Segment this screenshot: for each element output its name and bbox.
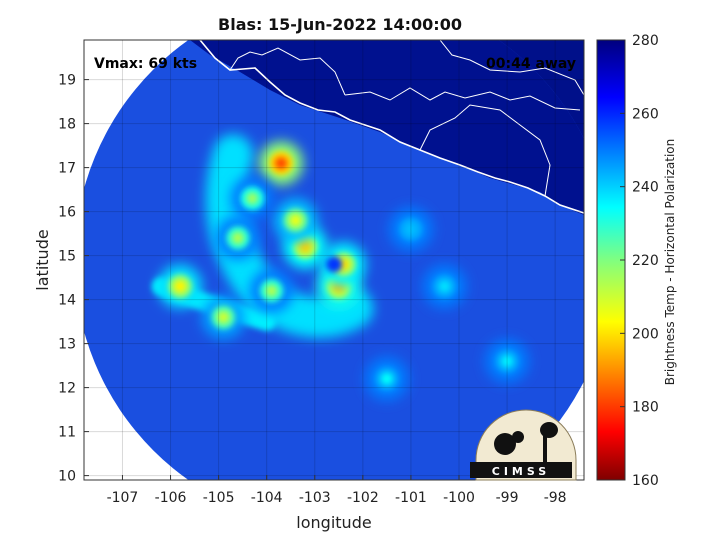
logo-text: CIMSS [492, 465, 550, 478]
satellite-dish-small-icon [512, 431, 524, 443]
y-tick-label: 10 [58, 469, 76, 485]
water-tower-tank-icon [540, 422, 558, 438]
coastline-path [199, 40, 584, 214]
feature-core [404, 223, 417, 236]
feature-core [246, 192, 259, 205]
vmax-annotation: Vmax: 69 kts [94, 56, 197, 72]
colorbar-tick-label: 160 [632, 473, 659, 489]
feature-core [231, 232, 244, 244]
coastline [199, 40, 584, 214]
y-axis-ticks: 10 11 12 13 14 15 16 17 18 19 [58, 73, 89, 485]
feature-core [501, 355, 514, 368]
water-tower-icon [543, 435, 547, 463]
y-tick-label: 14 [58, 293, 76, 309]
state-border-4 [439, 40, 584, 96]
x-tick-label: -106 [155, 490, 187, 506]
y-tick-label: 15 [58, 249, 76, 265]
feature-core [289, 214, 302, 227]
satellite-dish-icon [494, 433, 516, 455]
x-tick-label: -103 [299, 490, 331, 506]
cimss-logo: CIMSS [470, 409, 577, 481]
feature-9 [201, 295, 246, 340]
colorbar-tick-label: 200 [632, 326, 659, 342]
x-tick-label: -104 [251, 490, 283, 506]
colorbar-tick-label: 280 [632, 33, 659, 49]
feature-core [275, 157, 288, 170]
y-tick-label: 12 [58, 381, 76, 397]
feature-6 [215, 216, 260, 260]
state-border-3 [419, 104, 551, 197]
y-tick-label: 16 [58, 205, 76, 221]
feature-11 [485, 339, 530, 384]
feature-5 [230, 176, 275, 221]
x-tick-label: -105 [203, 490, 235, 506]
x-tick-label: -102 [347, 490, 379, 506]
feature-12 [422, 264, 467, 309]
x-tick-label: -99 [496, 490, 519, 506]
feature-core [380, 372, 393, 385]
state-border-2 [344, 87, 581, 111]
swath-land-dark [84, 40, 584, 215]
feature-core [299, 240, 312, 253]
x-tick-label: -98 [544, 490, 567, 506]
colorbar-tick-label: 240 [632, 180, 659, 196]
y-tick-label: 19 [58, 73, 76, 89]
colorbar: 160 180 200 220 240 260 280 Brightness Temp - … [596, 33, 677, 489]
y-tick-label: 11 [58, 425, 76, 441]
x-axis-label: longitude [296, 513, 371, 532]
colorbar-tick-label: 180 [632, 400, 659, 416]
colorbar-tick-label: 260 [632, 106, 659, 122]
feature-7 [249, 268, 294, 313]
swath-land-fill [84, 40, 584, 215]
state-border-1 [229, 47, 346, 96]
colorbar-ticks: 160 180 200 220 240 260 280 [620, 33, 659, 489]
logo-band [470, 462, 572, 478]
x-tick-label: -107 [107, 490, 139, 506]
feature-8 [158, 264, 203, 309]
feature-core [174, 280, 187, 293]
convective-features [151, 134, 530, 401]
y-axis-label: latitude [33, 229, 52, 290]
colorbar-tick-label: 220 [632, 253, 659, 269]
chart-title: Blas: 15-Jun-2022 14:00:00 [218, 15, 462, 34]
feature-core [217, 311, 230, 324]
storm-eye [326, 256, 342, 273]
feature-core [438, 280, 451, 293]
x-tick-label: -100 [443, 490, 475, 506]
feature-3 [273, 198, 318, 243]
feature-core [265, 284, 278, 297]
y-tick-label: 13 [58, 337, 76, 353]
y-tick-label: 17 [58, 161, 76, 177]
time-offset-annotation: 00:44 away [486, 56, 576, 72]
feature-4 [259, 141, 304, 186]
grid-lines [84, 40, 584, 480]
x-axis-ticks: -107 -106 -105 -104 -103 -102 -101 -100 -99 -98 [107, 475, 567, 506]
plot-frame [83, 39, 585, 481]
x-tick-label: -101 [395, 490, 427, 506]
colorbar-label: Brightness Temp - Horizontal Polarizatio… [663, 139, 677, 386]
feature-13 [388, 207, 433, 252]
y-tick-label: 18 [58, 117, 76, 133]
feature-10 [364, 356, 409, 401]
feature-2 [283, 224, 328, 269]
